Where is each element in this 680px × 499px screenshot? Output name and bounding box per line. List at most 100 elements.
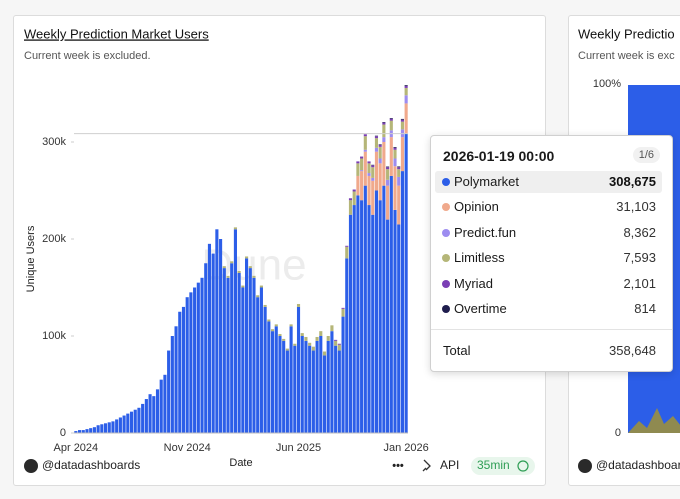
bar-segment [367,161,371,164]
bar-segment [363,151,367,186]
tooltip-series-name: Opinion [454,199,499,215]
bar-segment [111,421,115,433]
bar-segment [256,295,260,298]
bar-segment [397,166,401,168]
bar-segment [126,413,130,433]
bar-segment [270,329,275,332]
bar-segment [397,185,401,225]
bar-segment [386,167,390,170]
bar-segment [334,345,338,433]
bar-segment [103,423,108,433]
bar-segment [363,136,367,150]
more-button[interactable]: ••• [392,460,404,472]
bar-segment [334,340,338,346]
bar-segment [393,147,397,150]
bar-segment [300,333,304,336]
bar-segment [356,161,360,164]
bar-segment [378,200,382,433]
bar-segment [319,331,323,336]
tooltip-page[interactable]: 1/6 [632,147,660,163]
api-icon [422,459,431,472]
bar-segment [263,304,267,307]
bar-segment [389,120,393,131]
bar-segment [330,325,334,332]
bar-segment [363,149,367,152]
bar-segment [282,340,286,433]
bar-segment [259,287,263,433]
bar-segment [397,176,401,186]
tooltip-series-value: 31,103 [616,199,656,215]
bar-segment [322,351,327,356]
bar-segment [393,166,397,210]
bar-segment [393,158,397,167]
bar-segment [322,355,327,433]
bar-segment [152,396,156,433]
bar-segment [155,389,160,433]
x-tick-label: Nov 2024 [164,442,211,454]
bar-segment [382,122,386,125]
bar-segment [371,165,375,168]
bar-segment [308,342,312,346]
bar-segment [352,189,356,192]
bar-segment [308,345,312,433]
tooltip-row: Predict.fun 8,362 [435,222,662,244]
tooltip-row: Overtime 814 [435,298,662,320]
bar-segment [233,229,237,433]
bar-segment [274,326,278,433]
bar-segment [300,336,304,433]
api-button[interactable]: API [440,458,459,472]
bar-segment [356,195,360,433]
bar-segment [141,403,145,433]
chart-title[interactable]: Weekly Prediction Market Users [24,26,209,41]
tooltip-dot [442,254,450,263]
tooltip-dot [442,178,450,186]
bar-segment [296,303,301,307]
bar-segment [245,256,249,259]
bar-segment [159,379,163,433]
chart-title-2[interactable]: Weekly Predictio [578,26,675,41]
bar-segment [129,411,134,433]
bar-segment [382,124,386,138]
tooltip-row: Myriad 2,101 [435,273,662,295]
bar-segment [85,429,89,433]
bar-segment [348,214,353,433]
bar-segment [319,336,323,433]
bar-segment [400,118,404,120]
bar-segment [374,151,379,191]
refresh-text[interactable]: 35min [477,458,510,472]
bar-segment [259,285,263,288]
bar-segment [363,134,367,137]
bar-segment [311,350,315,433]
y-tick-label: 300k [42,136,66,148]
bar-segment [315,336,319,341]
bar-segment [163,374,167,433]
tooltip: 2026-01-19 00:00 1/6 Total 358,648 Polym… [430,135,673,372]
x-tick-label: Jun 2025 [276,442,321,454]
x-tick-label: Apr 2024 [54,442,99,454]
bar-segment [360,170,364,172]
bar-segment [185,297,189,433]
bar-segment [230,261,234,264]
bar-segment [397,224,401,433]
tooltip-series-value: 7,593 [623,250,656,266]
y-axis-label: Unique Users [25,225,37,292]
bar-segment [400,121,404,130]
bar-segment [389,137,393,176]
bar-segment [348,200,353,215]
bar-segment [367,205,371,433]
chart-subtitle-2: Current week is exc [578,50,675,62]
bar-segment [360,156,364,159]
bar-segment [348,198,353,201]
bar-segment [393,209,397,433]
bar-segment [378,144,382,147]
author-2[interactable]: @datadashboar [596,458,680,472]
bar-segment [304,336,308,341]
bar-segment [326,336,330,341]
bar-segment [397,169,401,177]
bar-segment [371,167,375,178]
tooltip-row: Limitless 7,593 [435,247,662,269]
bar-segment [237,272,241,433]
tooltip-series-value: 2,101 [623,275,656,291]
author[interactable]: @datadashboards [42,458,140,472]
bar-segment [382,122,386,123]
